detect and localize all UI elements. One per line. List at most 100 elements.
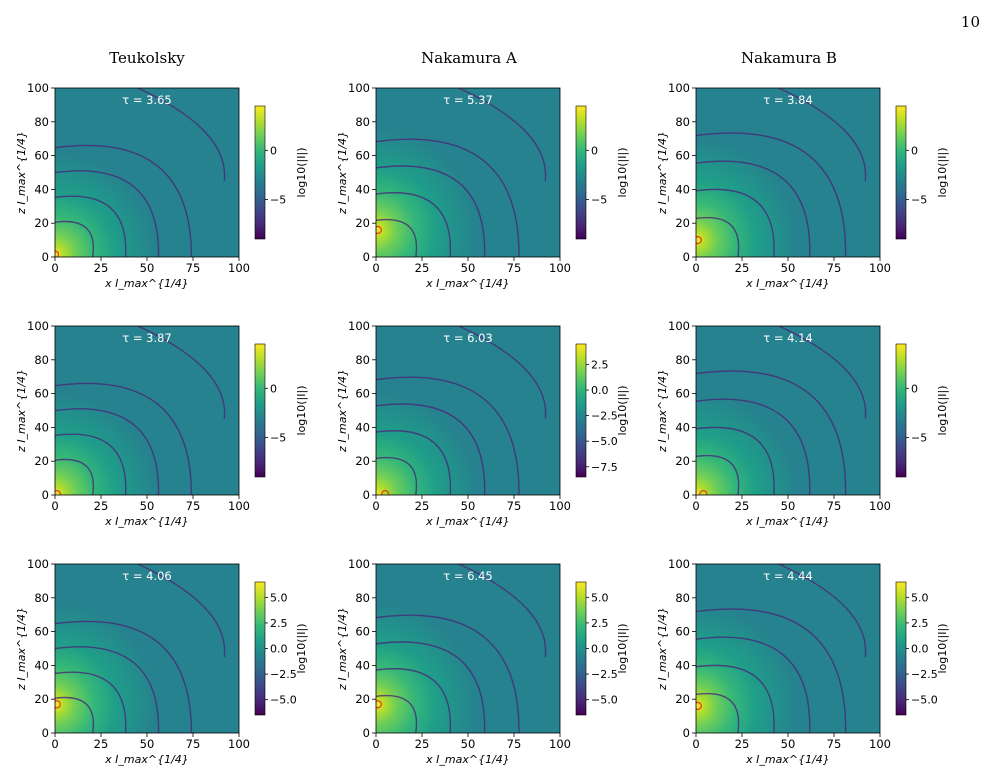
y-tick-label: 0 — [363, 250, 370, 264]
source-marker — [699, 490, 708, 495]
x-tick-label: 25 — [415, 737, 430, 751]
x-tick-label: 100 — [549, 737, 571, 751]
y-tick-label: 40 — [675, 420, 690, 434]
panel-r0-c0: τ = 3.65 0 25 50 75 100 0 20 40 60 80 100 x I_max^{1… — [15, 81, 308, 290]
panel-r1-c2: τ = 4.14 0 25 50 75 100 0 20 40 60 80 100 x I_max^{1… — [656, 319, 949, 528]
y-tick-label: 0 — [42, 726, 49, 740]
x-tick-label: 100 — [549, 261, 571, 275]
colorbar-tick-label: 2.5 — [270, 617, 288, 630]
nodal-line — [55, 671, 127, 733]
y-tick-label: 40 — [34, 182, 49, 196]
x-axis-label: x I_max^{1/4} — [745, 277, 830, 290]
x-tick-label: 0 — [372, 737, 379, 751]
colorbar-tick-label: −5.0 — [911, 694, 938, 707]
y-tick-label: 40 — [675, 658, 690, 672]
colorbar — [895, 343, 907, 478]
colorbar-label: log10(|I|) — [295, 623, 308, 673]
nodal-line — [458, 564, 547, 658]
colorbar-tick-label: 2.5 — [911, 617, 929, 630]
colorbar — [575, 581, 587, 716]
panel-r1-c0: τ = 3.87 0 25 50 75 100 0 20 40 60 80 100 x I_max^{1… — [15, 319, 308, 528]
y-tick-label: 20 — [34, 216, 49, 230]
y-axis-label: z I_max^{1/4} — [336, 607, 349, 691]
y-tick-label: 0 — [683, 726, 690, 740]
y-tick-label: 100 — [27, 319, 49, 333]
x-tick-label: 50 — [461, 261, 476, 275]
x-axis-label: x I_max^{1/4} — [104, 277, 189, 290]
colorbar-tick-label: −5 — [591, 194, 607, 207]
colorbar-tick-label: −2.5 — [911, 668, 938, 681]
nodal-line — [55, 408, 160, 495]
heatmap-glow — [376, 326, 560, 495]
x-tick-label: 100 — [869, 737, 891, 751]
source-marker — [55, 700, 61, 709]
y-tick-label: 40 — [355, 658, 370, 672]
colorbar-tick-label: 0 — [911, 144, 918, 157]
y-tick-label: 80 — [675, 353, 690, 367]
y-tick-label: 80 — [355, 353, 370, 367]
nodal-line — [55, 195, 127, 257]
nodal-line — [376, 641, 486, 733]
y-tick-label: 0 — [42, 250, 49, 264]
column-title-nakamura-a: Nakamura A — [421, 49, 517, 67]
panel-r2-c0: τ = 4.06 0 25 50 75 100 0 20 40 60 80 100 x I_max^{1… — [15, 557, 308, 766]
y-tick-label: 40 — [355, 420, 370, 434]
colorbar-tick-label: 5.0 — [591, 591, 609, 604]
colorbar — [254, 581, 266, 716]
nodal-line — [376, 218, 418, 257]
colorbar-tick-label: 0 — [270, 144, 277, 157]
x-axis-label: x I_max^{1/4} — [425, 277, 510, 290]
nodal-line — [696, 692, 740, 733]
y-tick-label: 100 — [27, 557, 49, 571]
y-axis-label: z I_max^{1/4} — [336, 369, 349, 453]
nodal-line — [696, 426, 775, 495]
x-tick-label: 50 — [781, 737, 796, 751]
panel-r0-c1: τ = 5.37 0 25 50 75 100 0 20 40 60 80 100 x I_max^{1… — [336, 81, 629, 290]
x-tick-label: 25 — [735, 499, 750, 513]
nodal-line — [696, 664, 775, 733]
y-tick-label: 100 — [348, 319, 370, 333]
colorbar-label: log10(|I|) — [616, 385, 629, 435]
x-tick-label: 50 — [140, 737, 155, 751]
x-axis-label: x I_max^{1/4} — [104, 753, 189, 766]
colorbar-tick-label: −2.5 — [270, 668, 297, 681]
page-number: 10 — [961, 13, 980, 31]
tau-annotation: τ = 6.45 — [443, 569, 492, 583]
colorbar — [895, 105, 907, 240]
column-title-nakamura-b: Nakamura B — [741, 49, 837, 67]
panel-r2-c2: τ = 4.44 0 25 50 75 100 0 20 40 60 80 100 x I_max^{1… — [656, 557, 949, 766]
x-tick-label: 0 — [692, 261, 699, 275]
x-tick-label: 75 — [186, 499, 201, 513]
colorbar-label: log10(|I|) — [936, 623, 949, 673]
y-tick-label: 60 — [675, 149, 690, 163]
panel-r2-c1: τ = 6.45 0 25 50 75 100 0 20 40 60 80 100 x I_max^{1… — [336, 557, 629, 766]
tau-annotation: τ = 3.87 — [122, 331, 171, 345]
x-tick-label: 100 — [228, 737, 250, 751]
nodal-line — [376, 403, 486, 495]
x-tick-label: 75 — [827, 261, 842, 275]
tau-annotation: τ = 3.65 — [122, 93, 171, 107]
nodal-line — [137, 564, 226, 658]
heatmap-field — [55, 326, 239, 495]
x-tick-label: 75 — [507, 261, 522, 275]
colorbar-tick-label: 2.5 — [591, 358, 609, 371]
x-tick-label: 25 — [94, 737, 109, 751]
colorbar-tick-label: 0.0 — [591, 384, 609, 397]
colorbar-tick-label: 0 — [270, 382, 277, 395]
colorbar-tick-label: 0.0 — [911, 643, 929, 656]
colorbar-tick-label: 0.0 — [270, 643, 288, 656]
colorbar-tick-label: 0 — [591, 144, 598, 157]
colorbar-tick-label: 0 — [911, 382, 918, 395]
heatmap-field — [55, 88, 239, 257]
heatmap-glow — [55, 326, 239, 495]
nodal-line — [55, 144, 193, 257]
tau-annotation: τ = 3.84 — [763, 93, 812, 107]
colorbar — [254, 343, 266, 478]
y-tick-label: 40 — [675, 182, 690, 196]
x-tick-label: 0 — [692, 499, 699, 513]
x-tick-label: 25 — [735, 261, 750, 275]
nodal-line — [137, 326, 226, 420]
y-axis-label: z I_max^{1/4} — [656, 369, 669, 453]
x-tick-label: 50 — [140, 499, 155, 513]
